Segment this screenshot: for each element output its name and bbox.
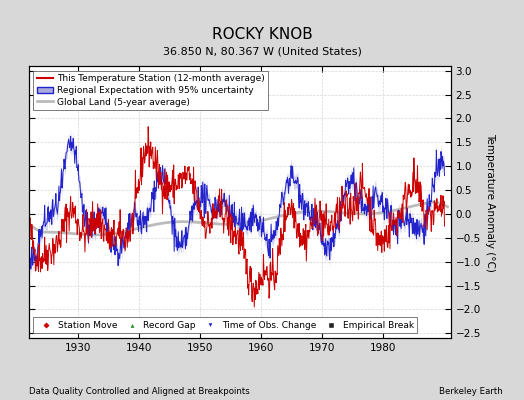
Text: 36.850 N, 80.367 W (United States): 36.850 N, 80.367 W (United States) [162,47,362,57]
Y-axis label: Temperature Anomaly (°C): Temperature Anomaly (°C) [485,132,495,272]
Legend: Station Move, Record Gap, Time of Obs. Change, Empirical Break: Station Move, Record Gap, Time of Obs. C… [34,317,417,334]
Text: Data Quality Controlled and Aligned at Breakpoints: Data Quality Controlled and Aligned at B… [29,387,249,396]
Text: ROCKY KNOB: ROCKY KNOB [212,27,312,42]
Text: Berkeley Earth: Berkeley Earth [439,387,503,396]
